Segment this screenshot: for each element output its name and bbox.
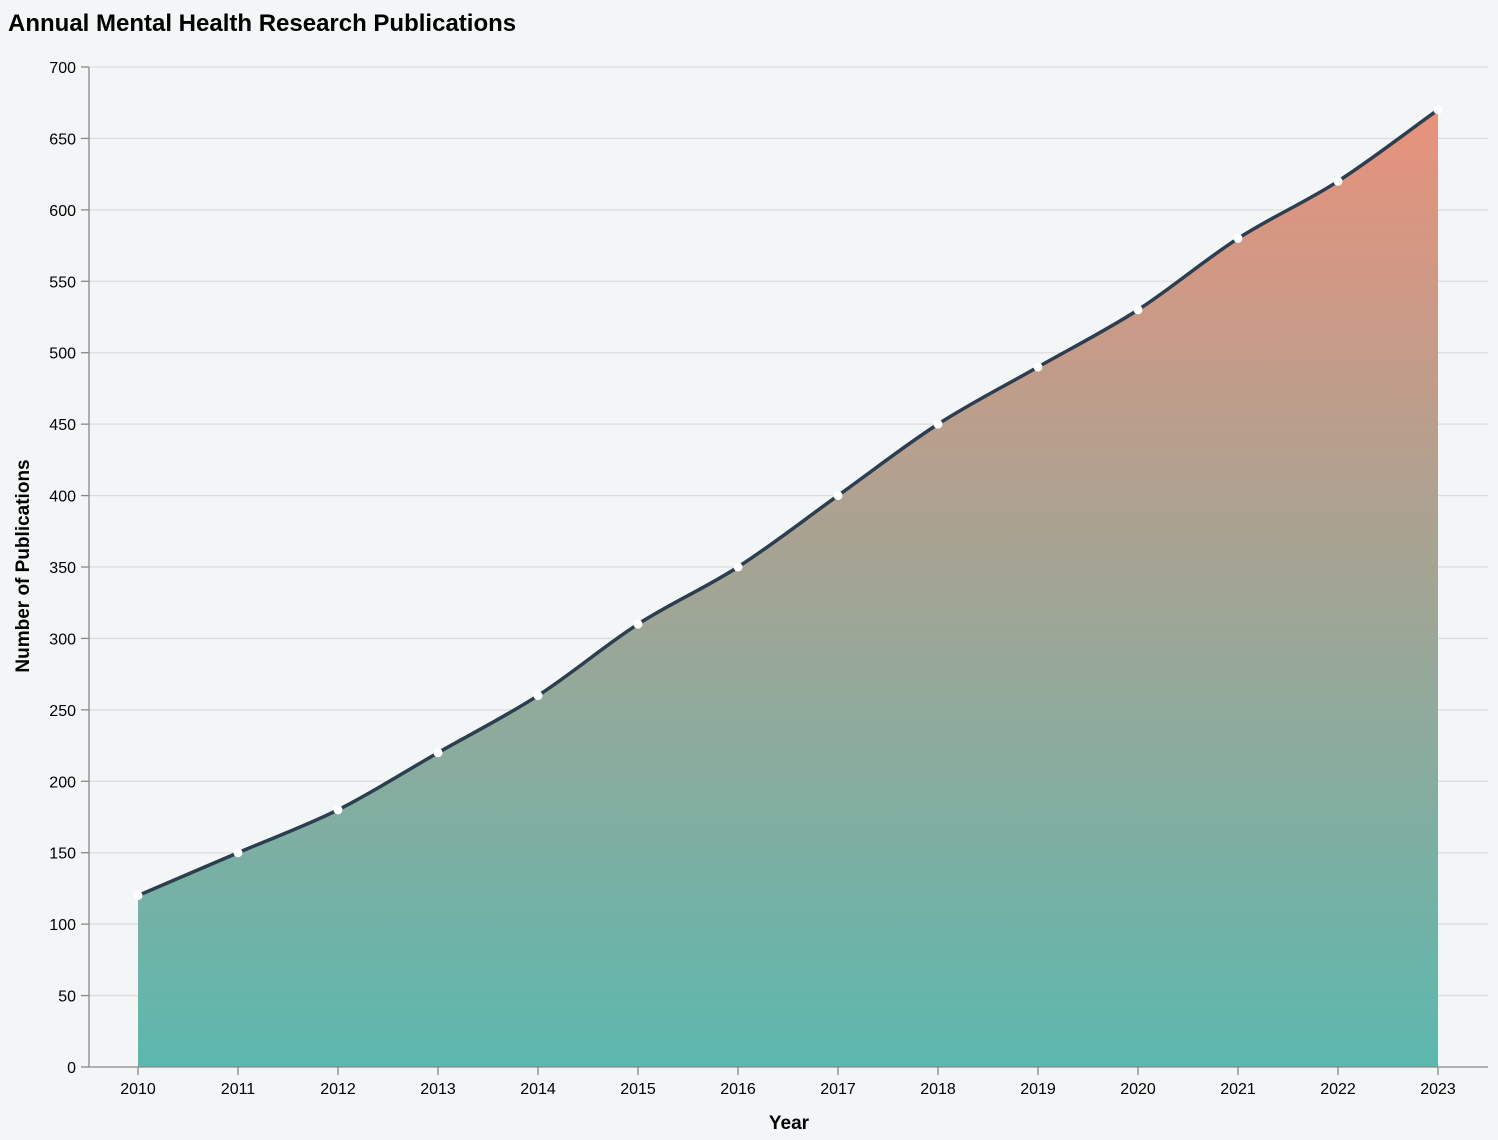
data-point-2020[interactable] bbox=[1133, 305, 1143, 315]
data-point-2012[interactable] bbox=[333, 805, 343, 815]
data-point-2021[interactable] bbox=[1233, 233, 1243, 243]
y-tick-label-500: 500 bbox=[49, 346, 76, 363]
data-point-2018[interactable] bbox=[933, 419, 943, 429]
x-tick-label-2016: 2016 bbox=[720, 1081, 756, 1098]
data-point-2015[interactable] bbox=[633, 619, 643, 629]
x-tick-label-2012: 2012 bbox=[320, 1081, 356, 1098]
x-tick-label-2013: 2013 bbox=[420, 1081, 456, 1098]
x-axis-title: Year bbox=[769, 1113, 810, 1134]
y-tick-label-150: 150 bbox=[49, 846, 76, 863]
y-axis-title: Number of Publications bbox=[13, 459, 34, 672]
data-point-2017[interactable] bbox=[833, 491, 843, 501]
data-point-2010[interactable] bbox=[133, 891, 143, 901]
data-point-2022[interactable] bbox=[1333, 176, 1343, 186]
data-point-2016[interactable] bbox=[733, 562, 743, 572]
x-tick-label-2021: 2021 bbox=[1220, 1081, 1256, 1098]
x-tick-label-2018: 2018 bbox=[920, 1081, 956, 1098]
series-line bbox=[136, 108, 1440, 898]
y-tick-label-450: 450 bbox=[49, 417, 76, 434]
y-tick-label-200: 200 bbox=[49, 774, 76, 791]
x-tick-label-2020: 2020 bbox=[1120, 1081, 1156, 1098]
y-tick-label-300: 300 bbox=[49, 631, 76, 648]
y-axis-ticks: 0 50 100 150 200 250 300 350 400 450 500 550 600 650 7… bbox=[49, 60, 89, 1077]
y-tick-label-50: 50 bbox=[58, 989, 76, 1006]
x-tick-label-2014: 2014 bbox=[520, 1081, 556, 1098]
plot-area bbox=[133, 105, 1443, 1068]
y-tick-label-650: 650 bbox=[49, 131, 76, 148]
y-tick-label-400: 400 bbox=[49, 489, 76, 506]
y-tick-label-0: 0 bbox=[67, 1060, 76, 1077]
x-tick-label-2015: 2015 bbox=[620, 1081, 656, 1098]
x-tick-label-2017: 2017 bbox=[820, 1081, 856, 1098]
chart-title: Annual Mental Health Research Publicatio… bbox=[8, 10, 516, 37]
x-tick-label-2010: 2010 bbox=[120, 1081, 156, 1098]
y-tick-label-550: 550 bbox=[49, 274, 76, 291]
data-point-2011[interactable] bbox=[233, 848, 243, 858]
x-tick-label-2019: 2019 bbox=[1020, 1081, 1056, 1098]
x-tick-label-2011: 2011 bbox=[221, 1081, 256, 1098]
data-point-2013[interactable] bbox=[433, 748, 443, 758]
y-tick-label-350: 350 bbox=[49, 560, 76, 577]
x-tick-label-2022: 2022 bbox=[1320, 1081, 1356, 1098]
y-tick-label-250: 250 bbox=[49, 703, 76, 720]
y-tick-label-600: 600 bbox=[49, 203, 76, 220]
y-tick-label-700: 700 bbox=[49, 60, 76, 77]
y-tick-label-100: 100 bbox=[49, 917, 76, 934]
x-tick-label-2023: 2023 bbox=[1420, 1081, 1456, 1098]
data-point-2023[interactable] bbox=[1433, 105, 1443, 115]
data-point-2019[interactable] bbox=[1033, 362, 1043, 372]
area-fill bbox=[138, 109, 1438, 1068]
data-point-2014[interactable] bbox=[533, 691, 543, 701]
x-axis-ticks: 2010 2011 2012 2013 2014 2015 2016 2017 2018 2019… bbox=[120, 1067, 1456, 1098]
